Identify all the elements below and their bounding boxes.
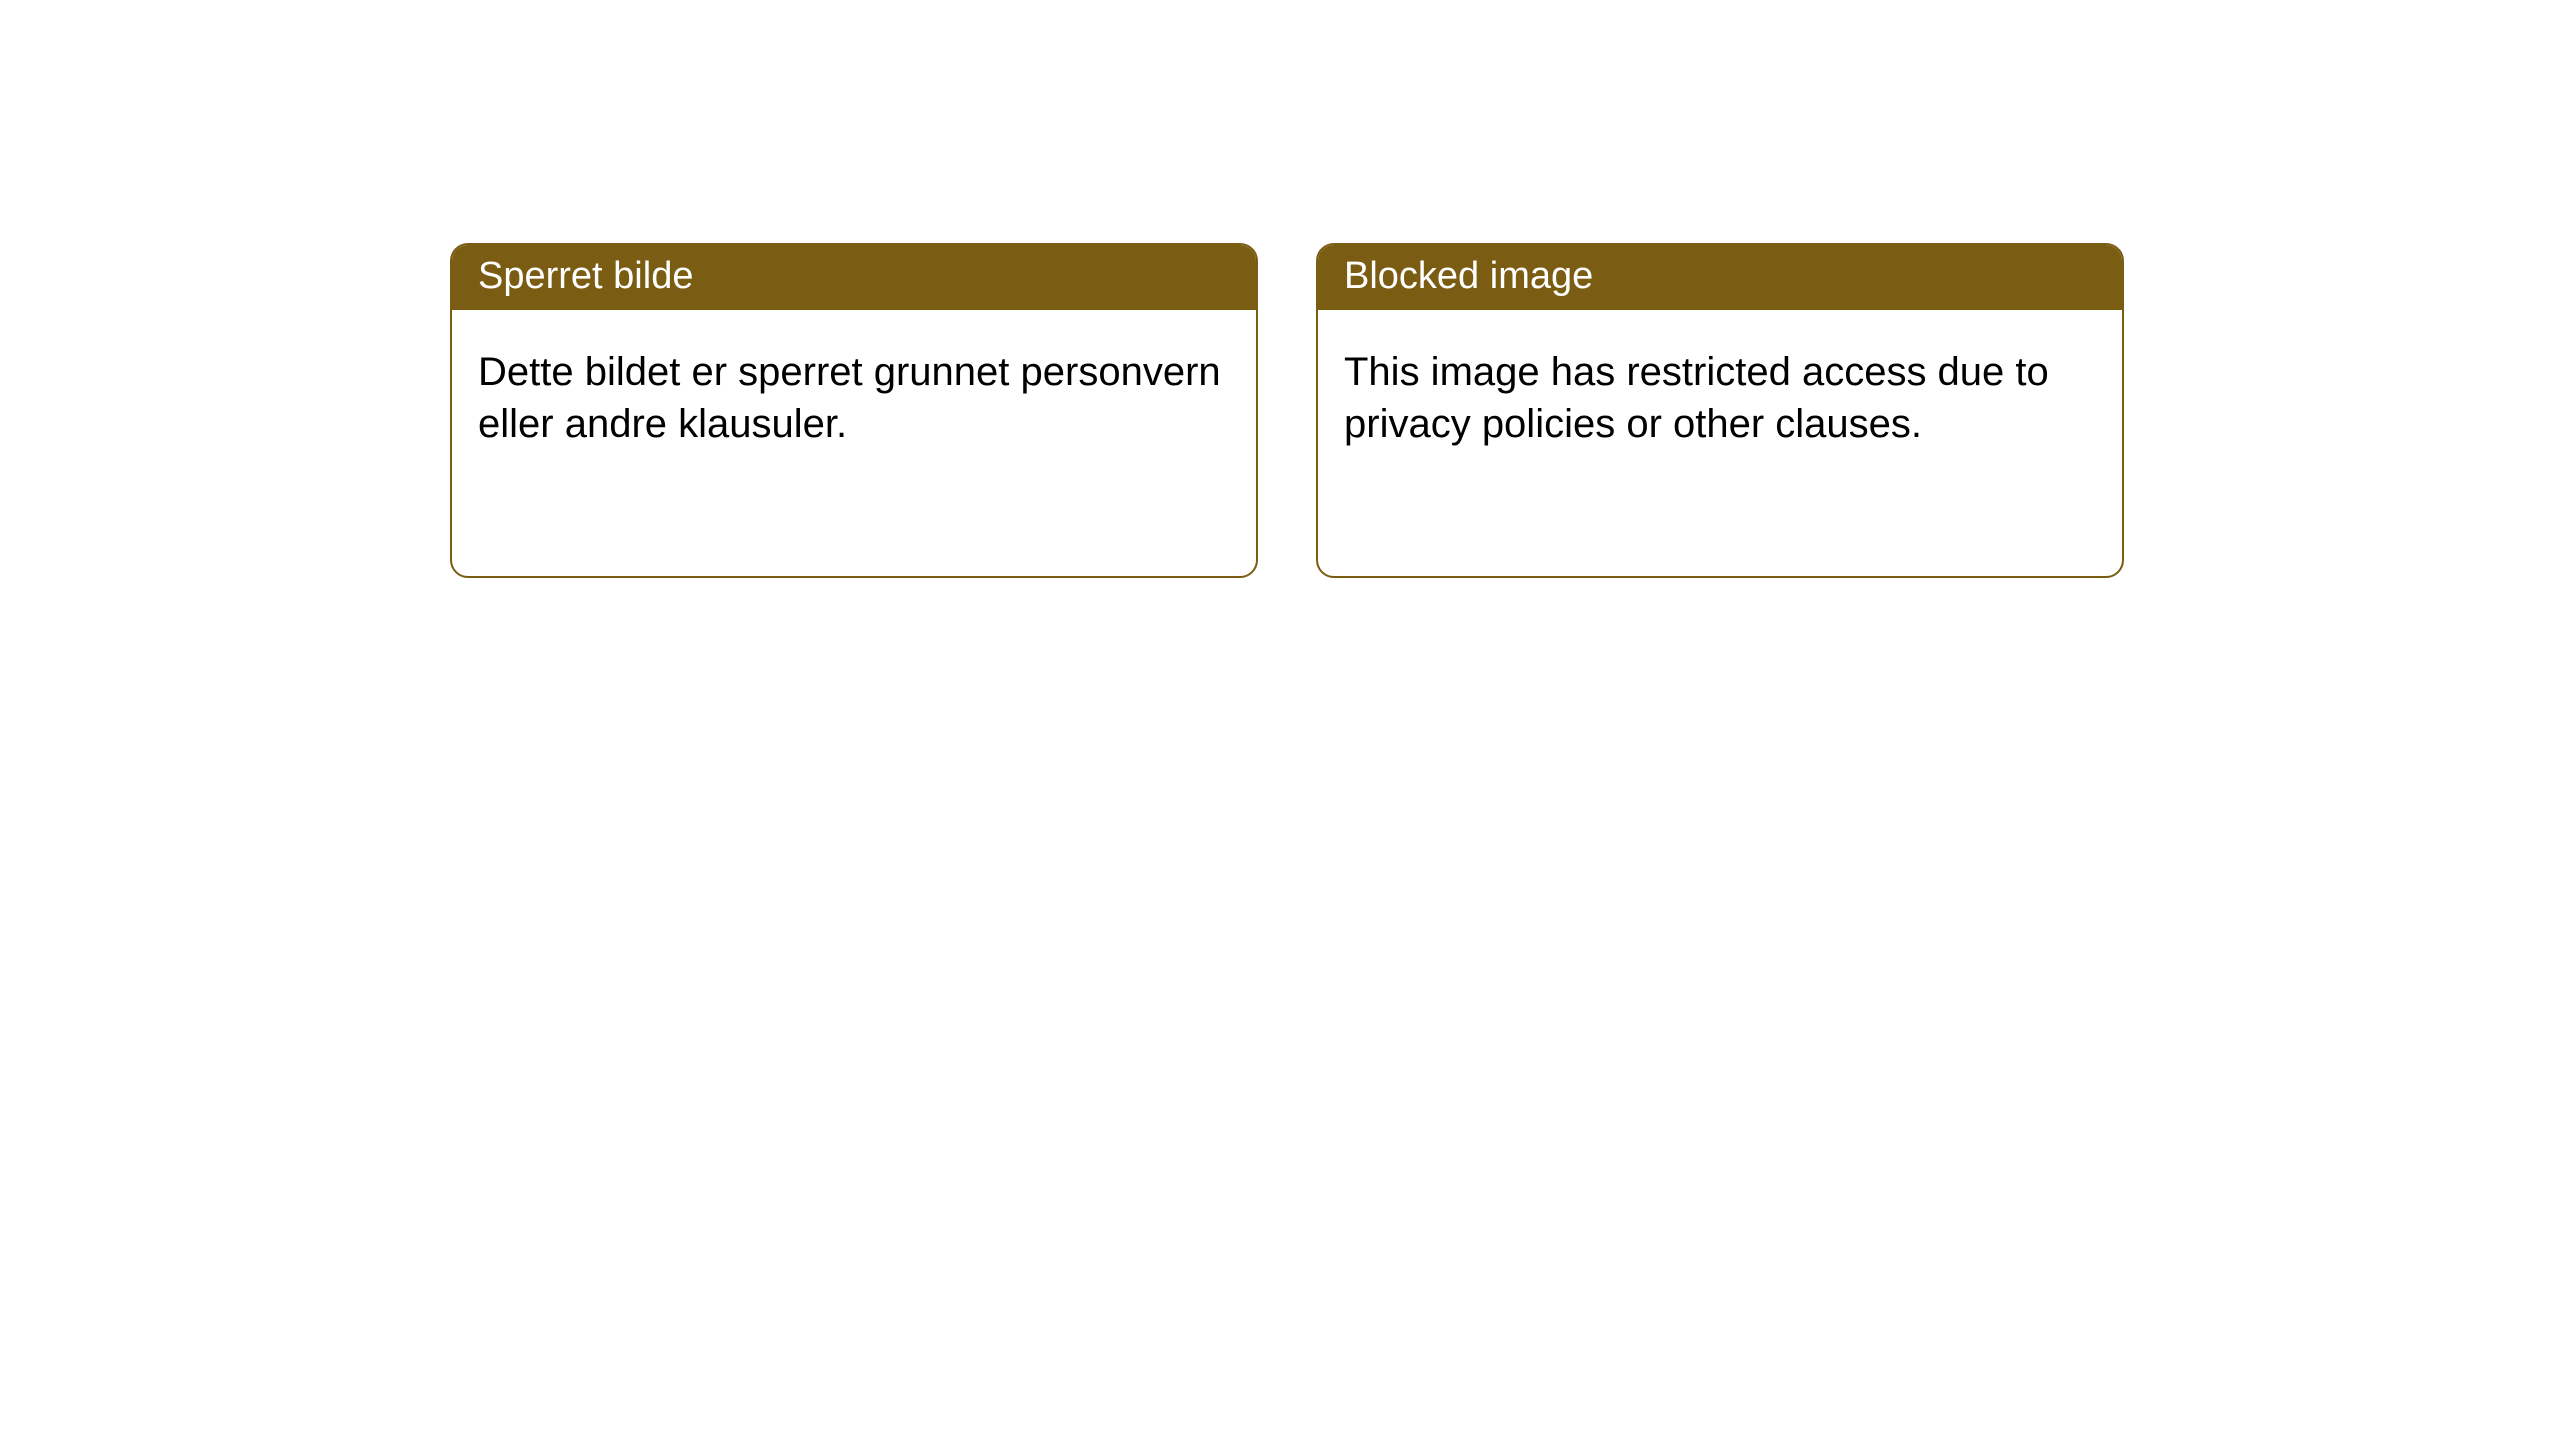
card-body: This image has restricted access due to …	[1318, 310, 2122, 486]
cards-container: Sperret bilde Dette bildet er sperret gr…	[0, 0, 2560, 578]
card-title: Sperret bilde	[478, 255, 693, 297]
card-header: Blocked image	[1318, 245, 2122, 310]
card-title: Blocked image	[1344, 255, 1593, 297]
blocked-image-card-norwegian: Sperret bilde Dette bildet er sperret gr…	[450, 243, 1258, 578]
card-body-text: This image has restricted access due to …	[1344, 350, 2049, 446]
card-body: Dette bildet er sperret grunnet personve…	[452, 310, 1256, 486]
card-body-text: Dette bildet er sperret grunnet personve…	[478, 350, 1221, 446]
card-header: Sperret bilde	[452, 245, 1256, 310]
blocked-image-card-english: Blocked image This image has restricted …	[1316, 243, 2124, 578]
